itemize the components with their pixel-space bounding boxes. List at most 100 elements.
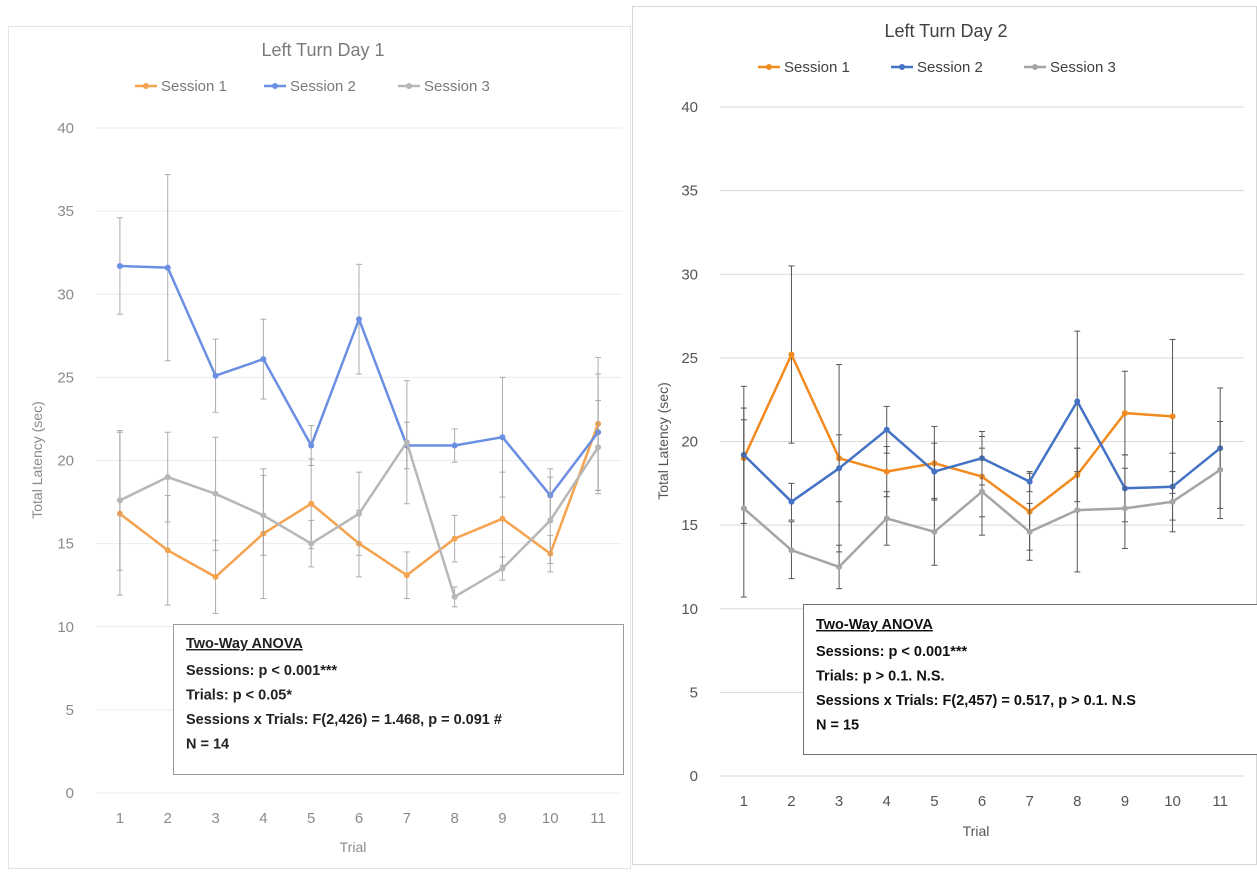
day1-series-2-point [260,356,266,362]
day2-series-2-point [788,499,794,505]
day1-legend-swatch-marker [272,83,278,89]
day1-series-3-point [308,541,314,547]
day1-y-tick-label: 15 [57,536,74,553]
day2-legend-swatch-marker [766,64,772,70]
day1-y-tick-label: 25 [57,369,74,386]
day2-series-3-point [931,529,937,535]
day2-anova-title: Two-Way ANOVA [816,617,933,633]
day1-y-tick-label: 20 [57,453,74,470]
day2-series-3-point [788,547,794,553]
day2-anova-line: Trials: p > 0.1. N.S. [816,669,945,685]
day2-series-1-point [1170,413,1176,419]
day1-legend-swatch-marker [143,83,149,89]
day2-series-3-point [741,505,747,511]
day1-y-tick-label: 35 [57,203,74,220]
day2-series-3-point [1074,507,1080,513]
day2-series-3-point [884,515,890,521]
day2-legend-label: Session 2 [917,59,983,76]
day1-x-tick-label: 5 [307,810,315,827]
day1-series-3-point [547,517,553,523]
day1-series-3-point [404,439,410,445]
day1-x-tick-label: 3 [211,810,219,827]
day2-series-3-point [1027,529,1033,535]
day1-anova-line: N = 14 [186,737,229,753]
day1-y-tick-label: 5 [66,702,74,719]
day2-x-tick-label: 1 [740,793,748,810]
day1-y-axis-label: Total Latency (sec) [29,401,45,519]
day1-series-3-point [213,491,219,497]
day1-anova-line: Sessions x Trials: F(2,426) = 1.468, p =… [186,712,502,728]
day1-series-3-point [452,594,458,600]
day2-series-2-point [884,427,890,433]
day1-series-2-point [452,443,458,449]
day1-legend-label: Session 3 [424,78,490,95]
day1-x-tick-label: 2 [164,810,172,827]
day1-y-tick-label: 40 [57,120,74,137]
day2-x-tick-label: 7 [1025,793,1033,810]
day1-series-1-point [499,516,505,522]
day1-series-1-point [165,547,171,553]
day2-legend-swatch-marker [1032,64,1038,70]
day1-series-3-point [117,497,123,503]
day2-series-3-point [1217,467,1223,473]
day2-x-tick-label: 2 [787,793,795,810]
day1-series-3-point [595,444,601,450]
day2-series-2-point [1074,398,1080,404]
day1-series-2-point [117,263,123,269]
day2-series-3-point [1170,499,1176,505]
day1-anova-title: Two-Way ANOVA [186,636,303,652]
day2-y-tick-label: 35 [681,183,698,200]
day1-series-3-point [165,474,171,480]
day1-series-1-point [213,574,219,580]
day1-x-tick-label: 6 [355,810,363,827]
day1-series-3-point [499,566,505,572]
day2-series-2-point [931,469,937,475]
day1-series-3-point [260,512,266,518]
day2-y-tick-label: 30 [681,266,698,283]
day1-y-tick-label: 30 [57,286,74,303]
day2-series-1-point [1122,410,1128,416]
day2-x-tick-label: 8 [1073,793,1081,810]
day2-series-3-point [1122,505,1128,511]
day1-x-tick-label: 7 [403,810,411,827]
day2-x-tick-label: 10 [1164,793,1181,810]
day2-anova-line: Sessions x Trials: F(2,457) = 0.517, p >… [816,693,1136,709]
day2-anova-line: Sessions: p < 0.001*** [816,644,967,660]
day2-x-tick-label: 4 [883,793,891,810]
day2-y-tick-label: 5 [690,684,698,701]
day2-legend-swatch-marker [899,64,905,70]
day2-y-axis-label: Total Latency (sec) [655,382,671,500]
day1-x-axis-label: Trial [340,839,367,855]
day1-series-1-point [404,572,410,578]
day1-x-tick-label: 10 [542,810,559,827]
day2-x-tick-label: 3 [835,793,843,810]
day1-y-tick-label: 0 [66,785,74,802]
day2-y-tick-label: 40 [681,99,698,116]
day2-series-1-point [788,352,794,358]
day2-y-tick-label: 10 [681,601,698,618]
day2-y-tick-label: 20 [681,434,698,451]
day1-series-2-point [308,443,314,449]
day2-chart-title: Left Turn Day 2 [884,21,1007,41]
day2-x-tick-label: 11 [1212,793,1228,810]
day1-legend-swatch-marker [406,83,412,89]
day1-series-1-point [452,536,458,542]
day2-x-axis-label: Trial [963,823,990,839]
day1-series-2-point [213,373,219,379]
day2-anova-line: N = 15 [816,718,859,734]
day2-y-tick-label: 0 [690,768,698,785]
day1-y-tick-label: 10 [57,619,74,636]
day1-x-tick-label: 9 [498,810,506,827]
day1-series-2-point [356,316,362,322]
day1-legend-label: Session 2 [290,78,356,95]
day2-y-tick-label: 15 [681,517,698,534]
day2-series-2-point [836,465,842,471]
day1-x-tick-label: 1 [116,810,124,827]
day2-legend-label: Session 3 [1050,59,1116,76]
day2-y-tick-label: 25 [681,350,698,367]
day2-x-tick-label: 9 [1121,793,1129,810]
day2-x-tick-label: 6 [978,793,986,810]
